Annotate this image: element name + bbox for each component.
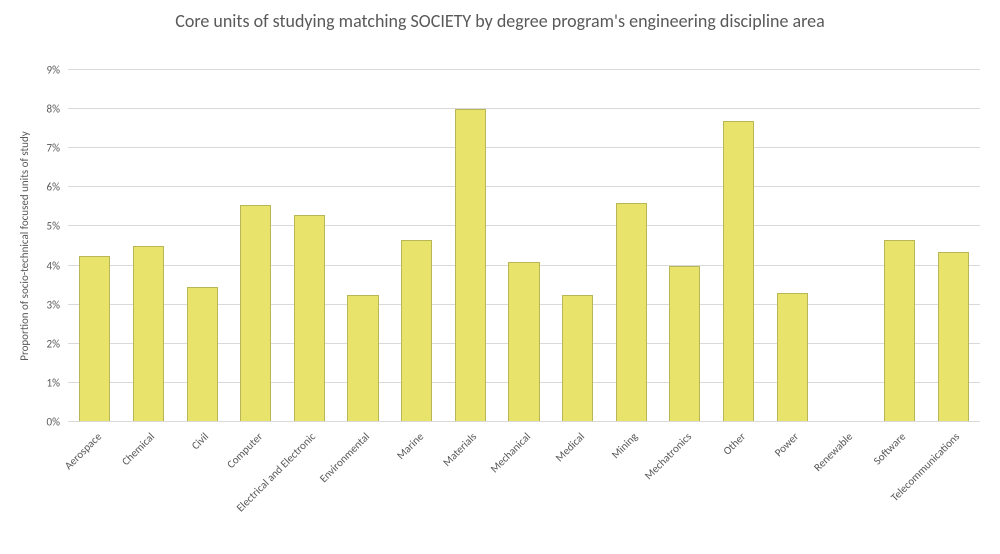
- bar-slot: [443, 70, 497, 422]
- x-tick-label: Computer: [224, 430, 265, 471]
- bar: [401, 240, 432, 422]
- x-label-slot: Environmental: [336, 430, 390, 554]
- bars-container: [68, 70, 980, 422]
- bar: [508, 262, 539, 422]
- bar-slot: [283, 70, 337, 422]
- x-tick-label: Power: [772, 430, 801, 459]
- bar-slot: [229, 70, 283, 422]
- x-label-slot: Mechanical: [497, 430, 551, 554]
- bar: [562, 295, 593, 422]
- x-tick-label: Chemical: [120, 430, 158, 468]
- x-tick-label: Other: [720, 430, 748, 458]
- bar-slot: [551, 70, 605, 422]
- bar-slot: [819, 70, 873, 422]
- bar-slot: [175, 70, 229, 422]
- x-axis-labels: AerospaceChemical Civil Computer Electrical…: [68, 430, 980, 554]
- bar-slot: [873, 70, 927, 422]
- bar-slot: [604, 70, 658, 422]
- x-label-slot: Materials: [443, 430, 497, 554]
- x-tick-label: Mining: [609, 430, 640, 461]
- chart-title: Core units of studying matching SOCIETY …: [0, 10, 1000, 32]
- bar: [347, 295, 378, 422]
- bar: [294, 215, 325, 422]
- y-tick-label: 4%: [47, 259, 68, 272]
- bar-slot: [926, 70, 980, 422]
- x-tick-label: Marine: [394, 430, 426, 462]
- x-label-slot: Medical: [551, 430, 605, 554]
- bar: [777, 293, 808, 422]
- y-tick-label: 6%: [47, 181, 68, 194]
- bar: [240, 205, 271, 422]
- bar: [133, 246, 164, 422]
- x-label-slot: Other: [712, 430, 766, 554]
- y-tick-label: 5%: [47, 220, 68, 233]
- bar: [723, 121, 754, 422]
- bar-slot: [68, 70, 122, 422]
- x-label-slot: Telecommunications: [926, 430, 980, 554]
- x-label-slot: Mechatronics: [658, 430, 712, 554]
- x-label-slot: Civil: [175, 430, 229, 554]
- bar: [79, 256, 110, 422]
- x-tick-label: Medical: [552, 430, 586, 464]
- x-tick-label: Civil: [189, 430, 211, 452]
- y-tick-label: 9%: [47, 64, 68, 77]
- society-bar-chart: Core units of studying matching SOCIETY …: [0, 0, 1000, 554]
- x-label-slot: Renewable: [819, 430, 873, 554]
- y-tick-label: 0%: [47, 416, 68, 429]
- bar-slot: [336, 70, 390, 422]
- bar-slot: [658, 70, 712, 422]
- y-axis-title: Proportion of socio-technical focused un…: [18, 70, 31, 422]
- y-tick-label: 1%: [47, 376, 68, 389]
- y-tick-label: 7%: [47, 142, 68, 155]
- bar: [455, 109, 486, 422]
- x-label-slot: Electrical and Electronic: [283, 430, 337, 554]
- bar-slot: [390, 70, 444, 422]
- bar: [616, 203, 647, 422]
- x-label-slot: Power: [765, 430, 819, 554]
- x-axis-line: [68, 421, 980, 422]
- bar: [884, 240, 915, 422]
- y-tick-label: 8%: [47, 103, 68, 116]
- x-label-slot: Marine: [390, 430, 444, 554]
- bar: [669, 266, 700, 422]
- bar-slot: [497, 70, 551, 422]
- bar-slot: [712, 70, 766, 422]
- y-tick-label: 3%: [47, 298, 68, 311]
- x-label-slot: Mining: [604, 430, 658, 554]
- x-label-slot: Chemical: [122, 430, 176, 554]
- plot-area: 0%1%2%3%4%5%6%7%8%9%: [68, 70, 980, 422]
- y-tick-label: 2%: [47, 337, 68, 350]
- x-tick-label: Aerospace: [62, 430, 104, 472]
- bar-slot: [765, 70, 819, 422]
- x-tick-label: Materials: [441, 430, 480, 469]
- x-tick-label: Software: [871, 430, 908, 467]
- bar: [187, 287, 218, 422]
- x-label-slot: Aerospace: [68, 430, 122, 554]
- bar: [938, 252, 969, 422]
- bar-slot: [122, 70, 176, 422]
